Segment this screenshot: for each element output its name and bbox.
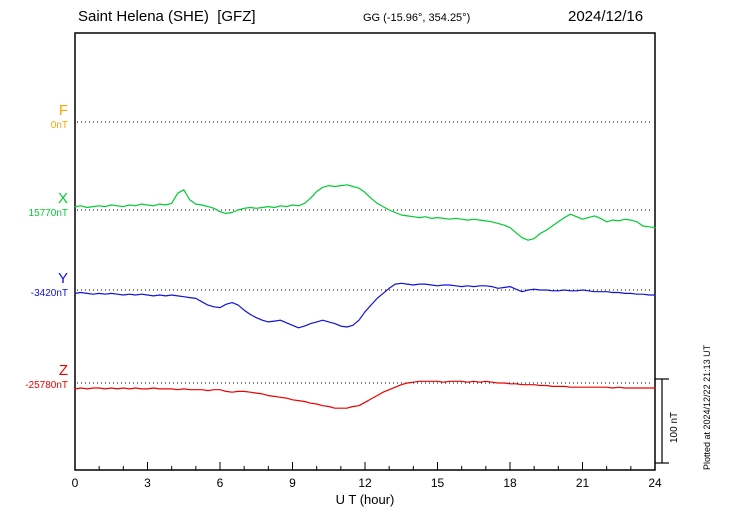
x-tick-label: 15 [430,476,445,490]
scale-bar-label: 100 nT [669,411,680,443]
x-tick-label: 9 [289,476,296,490]
trace-baseline-label-F: 0nT [50,120,68,131]
station-title: Saint Helena (SHE) [GFZ] [78,8,256,25]
plot-border [74,32,656,471]
trace-label-Z: Z -25780nT [0,363,68,392]
x-tick-label: 21 [575,476,590,490]
x-tick-label: 24 [648,476,662,490]
x-tick-label: 0 [71,476,79,490]
trace-label-Y: Y -3420nT [0,271,68,300]
trace-letter-X: X [57,190,68,207]
trace-letter-F: F [58,102,68,119]
x-tick-label: 3 [144,476,151,490]
plotted-timestamp-note: Plotted at 2024/12/22 21:13 UT [702,344,712,470]
trace-baseline-label-X: 15770nT [28,208,68,219]
trace-X [74,184,656,241]
trace-baseline-label-Y: -3420nT [30,288,68,299]
trace-letter-Z: Z [58,362,68,379]
x-tick-label: 12 [358,476,372,490]
trace-label-X: X 15770nT [0,191,68,220]
x-tick-label: 6 [216,476,224,490]
trace-Z [74,380,656,409]
x-axis-title: U T (hour) [335,492,395,507]
geographic-coords-label: GG (-15.96°, 354.25°) [363,12,471,24]
trace-letter-Y: Y [57,270,68,287]
trace-label-F: F 0nT [0,103,68,132]
x-tick-label: 18 [503,476,517,490]
trace-Y [74,282,656,329]
date-label: 2024/12/16 [568,8,644,25]
trace-baseline-label-Z: -25780nT [25,380,68,391]
